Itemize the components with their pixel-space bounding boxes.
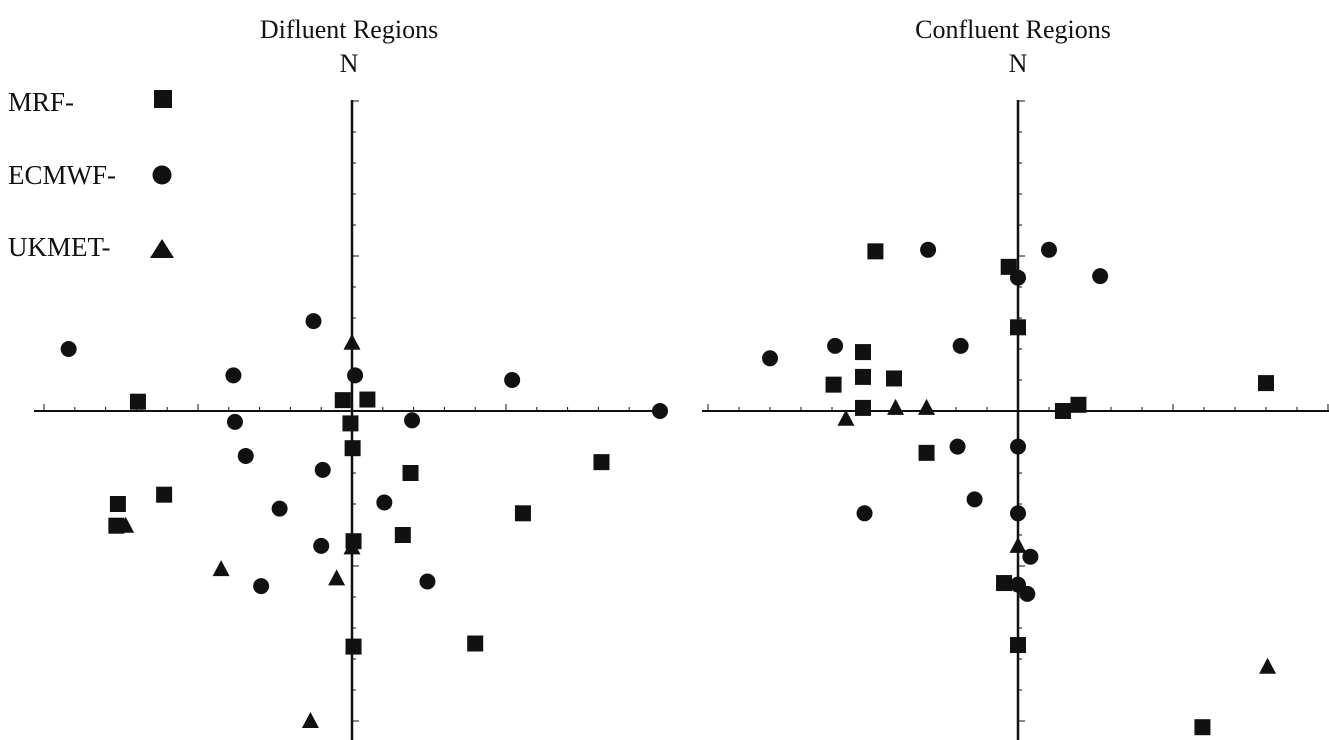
difluent-point-ukmet [117,516,135,533]
difluent-point-mrf [109,496,126,512]
difluent-point-ecmwf [652,403,668,419]
confluent-point-ecmwf [1010,438,1026,455]
legend: MRF- ECMWF- UKMET- [8,87,174,262]
confluent-point-ecmwf [856,505,873,522]
difluent-point-mrf [359,391,376,408]
difluent-point-ecmwf [237,447,254,464]
difluent-point-ecmwf [271,500,288,517]
legend-label-ukmet: UKMET- [8,232,111,262]
difluent-point-mrf [593,454,610,471]
difluent-point-ukmet [343,333,361,350]
legend-marker-triangle [150,239,174,258]
confluent-point-mrf [1010,319,1026,336]
confluent-point-ecmwf [966,491,983,508]
confluent-points [762,241,1277,736]
difluent-point-ukmet [212,560,230,577]
confluent-point-ecmwf [827,337,844,354]
confluent-panel: Confluent Regions N [702,15,1329,740]
difluent-north-label: N [340,49,359,78]
confluent-point-ecmwf [1019,585,1036,602]
confluent-point-mrf [867,243,884,260]
difluent-panel: Difluent Regions N [34,15,668,740]
confluent-point-ecmwf [1010,505,1026,522]
legend-label-mrf: MRF- [8,87,74,117]
confluent-point-mrf [1010,637,1026,654]
confluent-point-mrf [1054,403,1071,419]
difluent-point-ukmet [343,538,361,555]
difluent-point-ecmwf [347,367,364,384]
difluent-point-ecmwf [419,573,436,590]
difluent-title: Difluent Regions [260,15,438,44]
confluent-title: Confluent Regions [915,15,1111,44]
difluent-point-ecmwf [504,372,521,388]
confluent-point-ukmet [918,398,936,415]
legend-label-ecmwf: ECMWF- [8,160,116,190]
difluent-point-ecmwf [305,313,322,330]
confluent-point-ukmet [887,398,905,415]
confluent-point-mrf [855,344,871,361]
difluent-point-mrf [156,486,173,503]
confluent-point-ukmet [1009,536,1027,553]
confluent-point-mrf [886,370,902,387]
difluent-point-mrf [402,465,419,481]
confluent-point-mrf [855,368,871,385]
difluent-point-ecmwf [226,413,243,430]
confluent-point-mrf [855,399,871,416]
difluent-point-ecmwf [253,578,270,595]
confluent-point-ecmwf [952,337,969,354]
difluent-point-ecmwf [313,537,330,554]
confluent-point-ecmwf [949,438,966,455]
difluent-point-mrf [344,440,361,457]
confluent-point-ecmwf [1041,241,1057,258]
legend-marker-circle [152,165,172,185]
difluent-point-mrf [467,635,484,652]
difluent-points [60,313,668,728]
confluent-point-mrf [1070,396,1087,413]
difluent-point-mrf [514,505,531,522]
confluent-point-ukmet [837,409,855,426]
difluent-point-ecmwf [225,367,242,384]
confluent-point-ecmwf [1092,268,1109,285]
confluent-point-ukmet [1259,657,1277,674]
confluent-point-mrf [825,376,842,393]
difluent-point-ecmwf [376,494,393,511]
difluent-point-mrf [129,393,146,410]
difluent-point-ecmwf [314,461,331,478]
confluent-north-label: N [1009,49,1028,78]
confluent-point-mrf [1258,375,1274,392]
difluent-point-ukmet [328,569,346,586]
confluent-point-mrf [1000,258,1017,275]
legend-marker-square [154,90,172,108]
difluent-point-mrf [334,392,351,409]
confluent-point-ecmwf [920,241,937,258]
difluent-point-ecmwf [404,412,421,429]
confluent-point-mrf [918,444,935,461]
difluent-point-mrf [342,415,359,432]
confluent-point-ecmwf [762,350,778,367]
difluent-point-mrf [394,527,411,543]
difluent-point-ecmwf [60,341,77,357]
confluent-point-mrf [996,575,1013,592]
confluent-point-mrf [1194,719,1211,736]
difluent-point-mrf [345,638,362,655]
difluent-point-ukmet [301,712,319,728]
confluent-point-ecmwf [1010,269,1026,286]
